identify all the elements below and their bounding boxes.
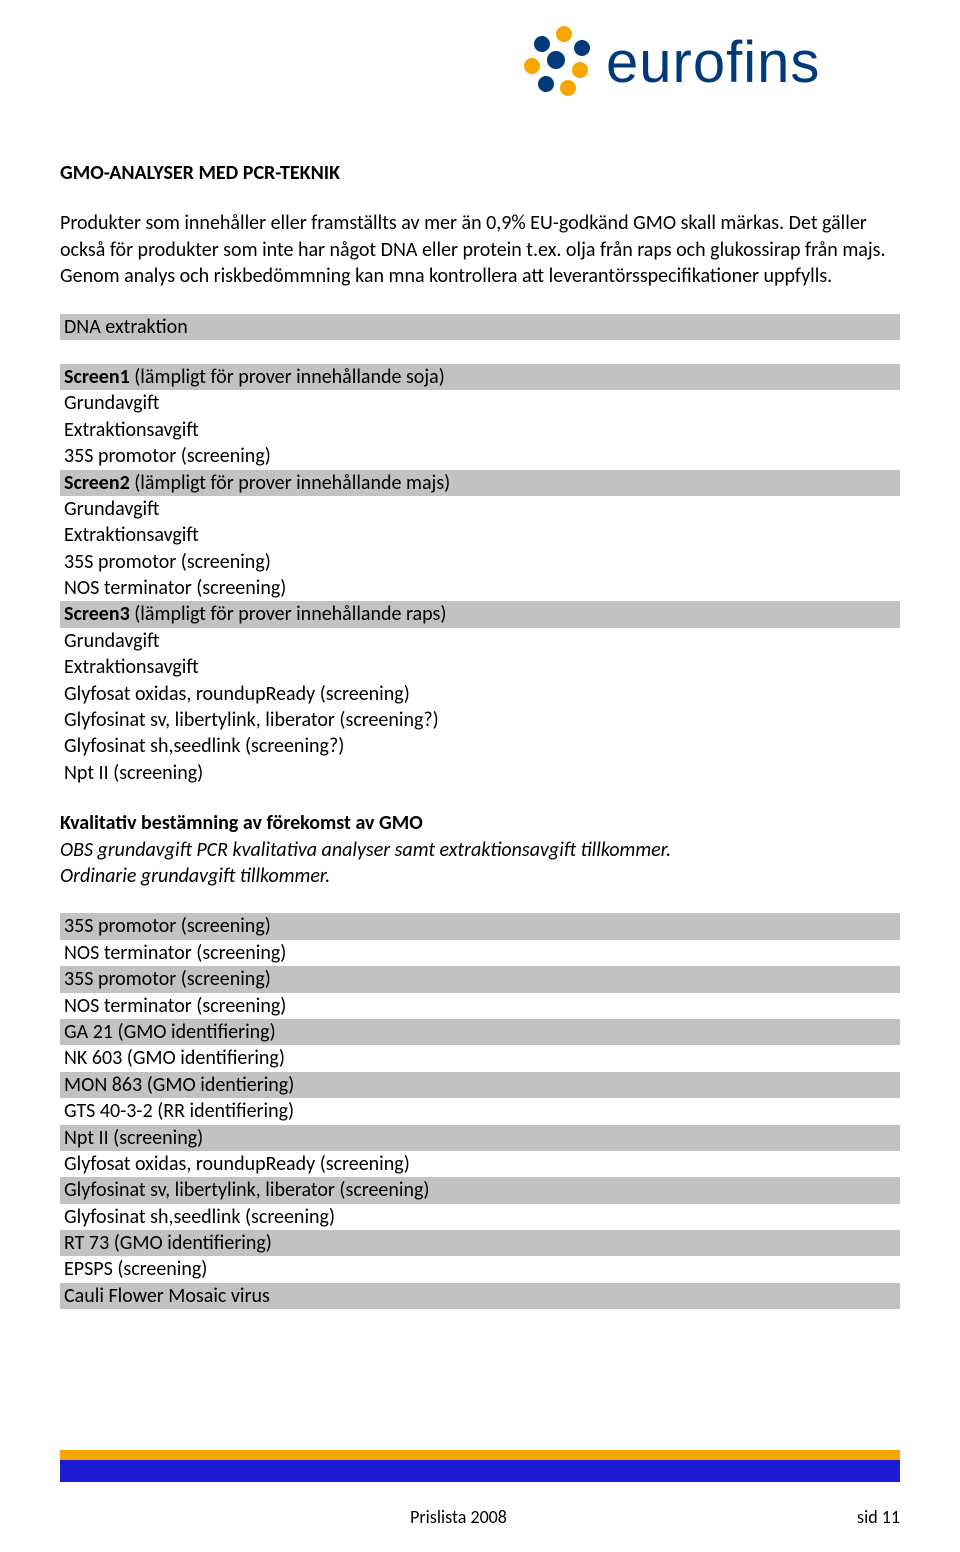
list-item: 35S promotor (screening) bbox=[60, 443, 900, 469]
list-item: Screen2 (lämpligt för prover innehålland… bbox=[60, 470, 900, 496]
section-header-dna: DNA extraktion bbox=[60, 314, 900, 340]
footer-stripes bbox=[60, 1450, 900, 1482]
footer-left: Prislista 2008 bbox=[410, 1506, 507, 1528]
spacer bbox=[60, 786, 900, 810]
stripe-orange bbox=[60, 1450, 900, 1460]
list-item: 35S promotor (screening) bbox=[60, 966, 900, 992]
list-item: Glyfosinat sh,seedlink (screening) bbox=[60, 1204, 900, 1230]
list-item: NOS terminator (screening) bbox=[60, 575, 900, 601]
list-item: Grundavgift bbox=[60, 496, 900, 522]
list-item: NOS terminator (screening) bbox=[60, 993, 900, 1019]
list-item: 35S promotor (screening) bbox=[60, 913, 900, 939]
eurofins-logo: eurofins bbox=[520, 22, 900, 102]
list-item: GA 21 (GMO identifiering) bbox=[60, 1019, 900, 1045]
spacer bbox=[60, 340, 900, 364]
list-item: Extraktionsavgift bbox=[60, 654, 900, 680]
eurofins-logo-svg: eurofins bbox=[520, 22, 900, 102]
footer-right: sid 11 bbox=[857, 1506, 900, 1528]
block2-note2: Ordinarie grundavgift tillkommer. bbox=[60, 863, 900, 889]
block1-rows: Screen1 (lämpligt för prover innehålland… bbox=[60, 364, 900, 786]
list-item: Glyfosinat sh,seedlink (screening?) bbox=[60, 733, 900, 759]
list-item: Grundavgift bbox=[60, 390, 900, 416]
page-heading: GMO-ANALYSER MED PCR-TEKNIK bbox=[60, 160, 900, 186]
page: eurofins GMO-ANALYSER MED PCR-TEKNIK Pro… bbox=[0, 0, 960, 1552]
block2-rows: 35S promotor (screening)NOS terminator (… bbox=[60, 913, 900, 1309]
list-item: EPSPS (screening) bbox=[60, 1256, 900, 1282]
list-item: MON 863 (GMO identiering) bbox=[60, 1072, 900, 1098]
logo-text: eurofins bbox=[606, 30, 820, 95]
list-item: Npt II (screening) bbox=[60, 760, 900, 786]
list-item: GTS 40-3-2 (RR identifiering) bbox=[60, 1098, 900, 1124]
list-item: Grundavgift bbox=[60, 628, 900, 654]
list-item: Glyfosinat sv, libertylink, liberator (s… bbox=[60, 1177, 900, 1203]
list-item: Glyfosinat sv, libertylink, liberator (s… bbox=[60, 707, 900, 733]
list-item: Glyfosat oxidas, roundupReady (screening… bbox=[60, 681, 900, 707]
list-item: Npt II (screening) bbox=[60, 1125, 900, 1151]
footer-text: Prislista 2008 sid 11 bbox=[60, 1506, 900, 1528]
list-item: Cauli Flower Mosaic virus bbox=[60, 1283, 900, 1309]
list-item: NOS terminator (screening) bbox=[60, 940, 900, 966]
document-content: GMO-ANALYSER MED PCR-TEKNIK Produkter so… bbox=[60, 160, 900, 1309]
list-item: Glyfosat oxidas, roundupReady (screening… bbox=[60, 1151, 900, 1177]
block2-note1: OBS grundavgift PCR kvalitativa analyser… bbox=[60, 837, 900, 863]
stripe-blue bbox=[60, 1460, 900, 1482]
block2-title: Kvalitativ bestämning av förekomst av GM… bbox=[60, 810, 900, 836]
list-item: RT 73 (GMO identifiering) bbox=[60, 1230, 900, 1256]
list-item: 35S promotor (screening) bbox=[60, 549, 900, 575]
intro-paragraph: Produkter som innehåller eller framställ… bbox=[60, 210, 900, 289]
list-item: Screen1 (lämpligt för prover innehålland… bbox=[60, 364, 900, 390]
list-item: Screen3 (lämpligt för prover innehålland… bbox=[60, 601, 900, 627]
list-item: NK 603 (GMO identifiering) bbox=[60, 1045, 900, 1071]
list-item: Extraktionsavgift bbox=[60, 417, 900, 443]
list-item: Extraktionsavgift bbox=[60, 522, 900, 548]
spacer bbox=[60, 889, 900, 913]
